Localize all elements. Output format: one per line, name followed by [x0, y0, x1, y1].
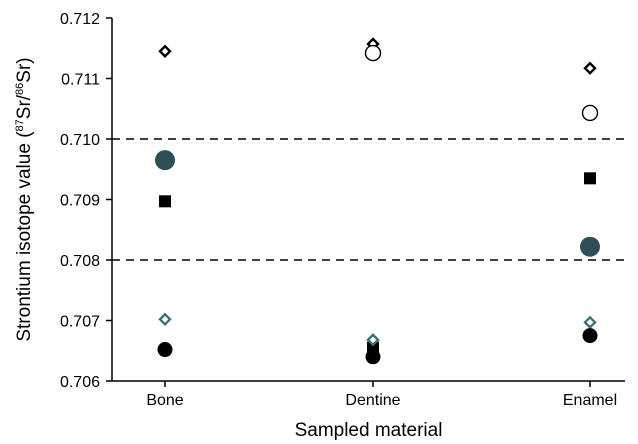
y-axis-title: Strontium isotope value (87Sr/86Sr) [14, 57, 35, 341]
open-diamond-marker [583, 61, 597, 75]
open-diamond-marker [158, 44, 172, 58]
y-tick-label: 0.711 [61, 72, 100, 89]
open-circle-marker [581, 104, 599, 122]
large-filled-circle-marker [580, 236, 600, 257]
x-tick-label: Enamel [563, 392, 617, 409]
y-tick-label: 0.706 [60, 374, 100, 391]
y-axis-title-num-sup: 87 [14, 119, 26, 131]
x-tick-label: Dentine [345, 392, 400, 409]
y-axis-title-den: Sr) [14, 57, 35, 82]
y-axis-title-den-sup: 86 [14, 83, 26, 95]
y-tick-label: 0.712 [60, 11, 100, 28]
filled-square-marker [159, 195, 171, 208]
filled-circle-marker [157, 342, 173, 358]
filled-circle-marker [582, 328, 598, 344]
open-diamond-marker [366, 333, 380, 347]
y-tick-label: 0.709 [60, 193, 100, 210]
filled-circle-marker [365, 349, 381, 365]
y-tick-label: 0.707 [60, 314, 100, 331]
data-points [155, 37, 600, 365]
y-axis-title-num: Sr/ [14, 94, 35, 119]
x-axis-title: Sampled material [295, 420, 443, 441]
y-tick-label: 0.710 [60, 132, 100, 149]
open-circle-marker [364, 44, 382, 62]
axes: 0.706 0.707 0.708 0.709 0.710 0.711 0.712 Bone D… [60, 11, 625, 409]
open-diamond-marker [158, 312, 172, 326]
y-axis-title-prefix: Strontium isotope value ( [14, 131, 35, 342]
open-diamond-marker [583, 315, 597, 330]
filled-square-marker [584, 172, 596, 185]
x-tick-label: Bone [146, 392, 183, 409]
y-tick-label: 0.708 [60, 253, 100, 270]
large-filled-circle-marker [155, 150, 175, 171]
